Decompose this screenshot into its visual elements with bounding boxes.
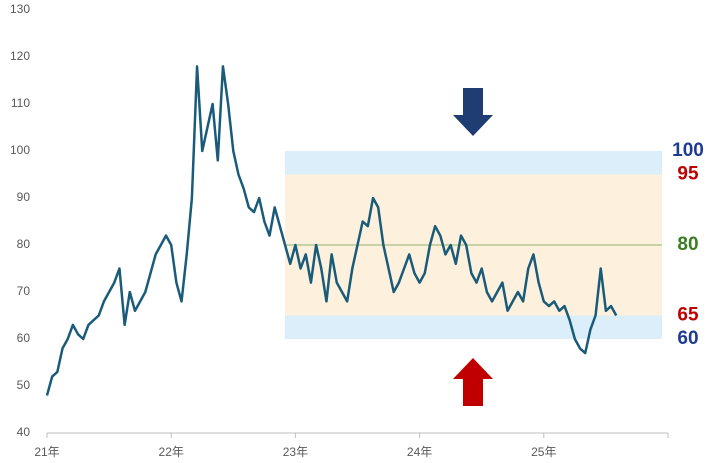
up-arrow [453, 358, 493, 406]
y-tick-label: 40 [17, 425, 31, 439]
x-tick-label: 23年 [283, 445, 308, 459]
y-tick-label: 50 [17, 378, 31, 392]
y-tick-label: 80 [17, 237, 31, 251]
level-label: 80 [677, 234, 698, 255]
level-label: 60 [677, 328, 698, 349]
band [285, 151, 662, 175]
down-arrow [453, 88, 493, 136]
y-tick-label: 100 [10, 143, 30, 157]
x-tick-label: 25年 [531, 445, 556, 459]
level-label: 100 [672, 140, 704, 161]
y-tick-label: 120 [10, 49, 30, 63]
y-tick-label: 110 [11, 96, 30, 110]
y-tick-label: 60 [17, 331, 31, 345]
x-tick-label: 22年 [159, 445, 184, 459]
level-label: 65 [677, 305, 699, 326]
y-tick-label: 70 [17, 284, 31, 298]
x-tick-label: 21年 [34, 445, 59, 459]
y-tick-label: 130 [10, 2, 30, 16]
y-tick-label: 90 [17, 190, 31, 204]
x-tick-label: 24年 [407, 445, 432, 459]
level-label: 95 [677, 164, 699, 185]
band [285, 315, 662, 339]
price-line [45, 65, 618, 396]
